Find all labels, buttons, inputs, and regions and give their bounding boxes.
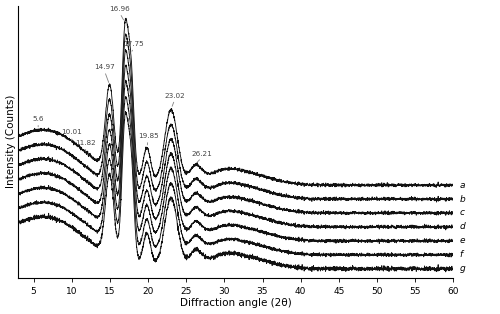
- Text: g: g: [460, 264, 465, 273]
- Text: 11.82: 11.82: [76, 140, 96, 146]
- Text: b: b: [460, 195, 465, 203]
- Text: a: a: [460, 181, 465, 190]
- Text: 16.96: 16.96: [110, 6, 130, 12]
- Text: f: f: [460, 250, 462, 259]
- Text: 10.01: 10.01: [62, 129, 82, 135]
- Text: 17.75: 17.75: [123, 41, 144, 47]
- Text: 23.02: 23.02: [164, 93, 185, 99]
- Text: 19.85: 19.85: [138, 133, 158, 139]
- Text: 26.21: 26.21: [191, 151, 212, 157]
- Text: e: e: [460, 236, 465, 245]
- X-axis label: Diffraction angle (2θ): Diffraction angle (2θ): [180, 298, 292, 308]
- Text: 14.97: 14.97: [94, 64, 115, 70]
- Text: c: c: [460, 208, 464, 217]
- Y-axis label: Intensity (Counts): Intensity (Counts): [6, 95, 16, 188]
- Text: d: d: [460, 222, 465, 231]
- Text: 5.6: 5.6: [32, 116, 44, 122]
